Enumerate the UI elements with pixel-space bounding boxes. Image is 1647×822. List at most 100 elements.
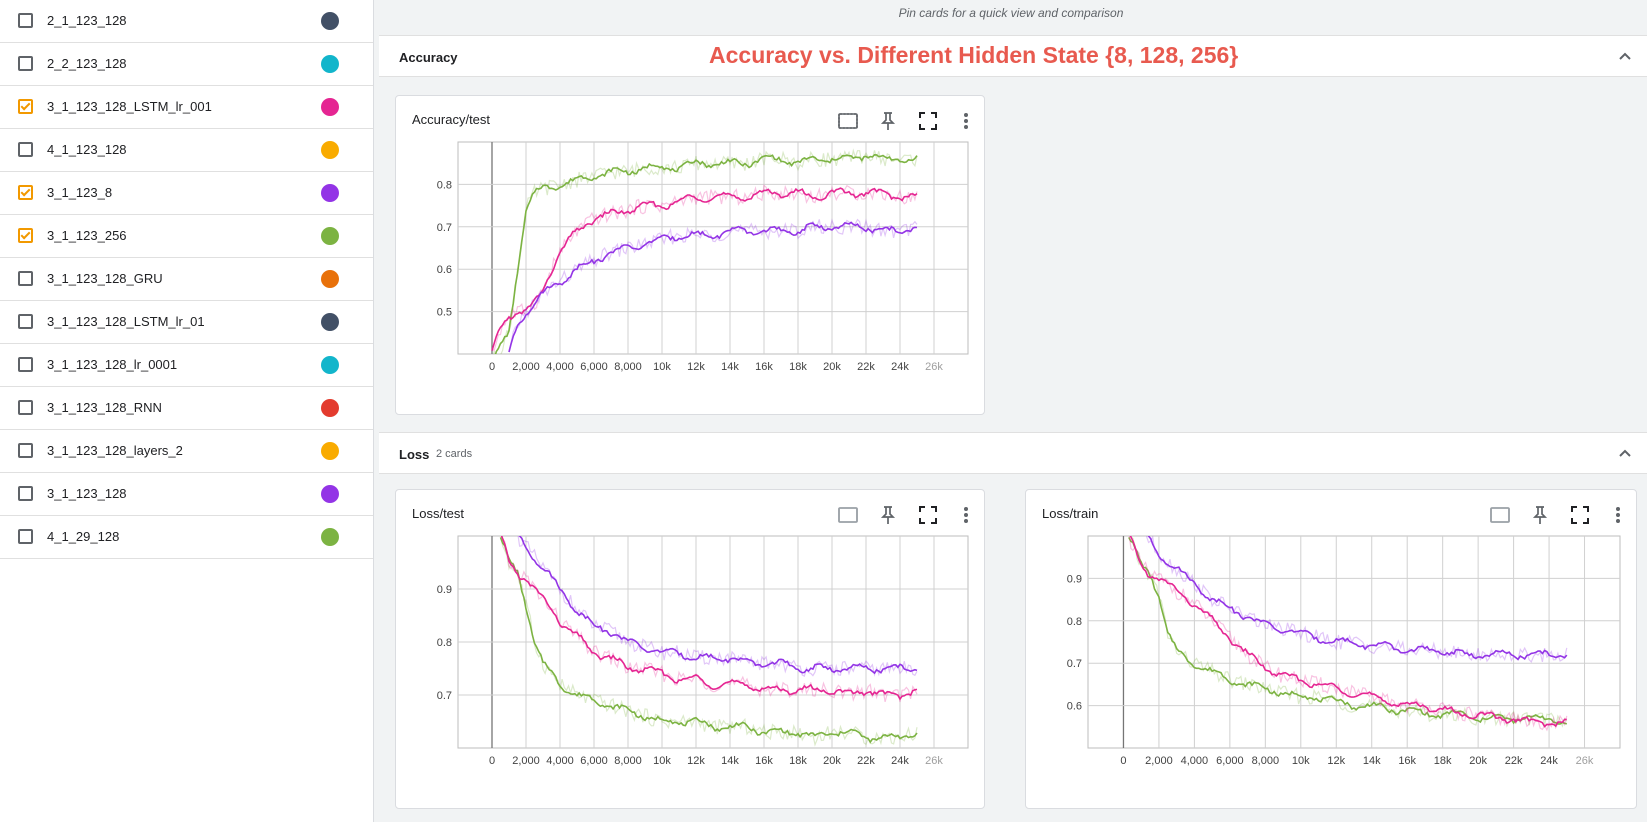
more-vert-button[interactable] xyxy=(1606,503,1630,527)
checkbox-unchecked[interactable] xyxy=(18,443,33,458)
y-tick-label: 0.9 xyxy=(437,584,452,596)
chart-card-loss-test: Loss/test 0 2,000 4,000 6,000 8,000 10k 12k 14k… xyxy=(395,489,985,809)
fit-domain-button[interactable] xyxy=(836,503,860,527)
run-row[interactable]: 3_1_123_128_LSTM_lr_001 xyxy=(0,86,373,129)
run-color-swatch[interactable] xyxy=(321,442,339,460)
x-tick-label: 14k xyxy=(721,361,739,373)
run-row[interactable]: 3_1_123_128_lr_0001 xyxy=(0,344,373,387)
series-line[interactable] xyxy=(492,153,918,364)
x-tick-label: 26k xyxy=(925,755,943,767)
run-color-swatch[interactable] xyxy=(321,55,339,73)
checkbox-unchecked[interactable] xyxy=(18,56,33,71)
run-label: 3_1_123_128 xyxy=(47,486,127,501)
x-tick-label: 14k xyxy=(1363,755,1381,767)
checkbox-unchecked[interactable] xyxy=(18,357,33,372)
checkbox-unchecked[interactable] xyxy=(18,142,33,157)
series-line[interactable] xyxy=(499,537,918,744)
plot-area[interactable] xyxy=(1087,535,1621,749)
x-tick-label: 12k xyxy=(1327,755,1345,767)
run-row[interactable]: 3_1_123_128_GRU xyxy=(0,258,373,301)
y-tick-label: 0.6 xyxy=(1067,701,1082,713)
run-color-swatch[interactable] xyxy=(321,313,339,331)
run-row[interactable]: 2_1_123_128 xyxy=(0,0,373,43)
pin-button[interactable] xyxy=(876,503,900,527)
run-color-swatch[interactable] xyxy=(321,485,339,503)
plot-area[interactable] xyxy=(457,141,969,355)
collapse-chevron-icon[interactable] xyxy=(1617,445,1633,461)
series-raw-line xyxy=(1145,536,1568,663)
pin-button[interactable] xyxy=(876,109,900,133)
fullscreen-button[interactable] xyxy=(1568,503,1592,527)
pin-button[interactable] xyxy=(1528,503,1552,527)
run-label: 3_1_123_128_LSTM_lr_001 xyxy=(47,99,212,114)
checkbox-unchecked[interactable] xyxy=(18,400,33,415)
run-label: 3_1_123_256 xyxy=(47,228,127,243)
series-raw-line xyxy=(508,218,918,351)
run-row[interactable]: 3_1_123_128_RNN xyxy=(0,387,373,430)
y-tick-label: 0.8 xyxy=(437,179,452,191)
run-color-swatch[interactable] xyxy=(321,98,339,116)
run-row[interactable]: 4_1_123_128 xyxy=(0,129,373,172)
run-row[interactable]: 3_1_123_128 xyxy=(0,473,373,516)
run-label: 4_1_29_128 xyxy=(47,529,120,544)
series-line[interactable] xyxy=(518,534,918,675)
accuracy-annotation: Accuracy vs. Different Hidden State {8, … xyxy=(709,42,1239,68)
run-row[interactable]: 4_1_29_128 xyxy=(0,516,373,559)
fit-domain-button[interactable] xyxy=(836,109,860,133)
group-header-accuracy[interactable]: Accuracy Accuracy vs. Different Hidden S… xyxy=(379,35,1647,77)
checkbox-checked[interactable] xyxy=(18,185,33,200)
fullscreen-button[interactable] xyxy=(916,503,940,527)
run-color-swatch[interactable] xyxy=(321,270,339,288)
run-color-swatch[interactable] xyxy=(321,399,339,417)
group-card-count: 2 cards xyxy=(436,448,473,460)
series-line[interactable] xyxy=(500,533,918,701)
group-title-accuracy: Accuracy xyxy=(399,50,458,65)
run-row[interactable]: 3_1_123_8 xyxy=(0,172,373,215)
checkbox-unchecked[interactable] xyxy=(18,314,33,329)
run-color-swatch[interactable] xyxy=(321,356,339,374)
run-color-swatch[interactable] xyxy=(321,227,339,245)
x-tick-label: 20k xyxy=(1469,755,1487,767)
y-tick-label: 0.7 xyxy=(437,222,452,234)
checkbox-checked[interactable] xyxy=(18,228,33,243)
x-tick-label: 12k xyxy=(687,755,705,767)
run-row[interactable]: 3_1_123_128_LSTM_lr_01 xyxy=(0,301,373,344)
fit-domain-button[interactable] xyxy=(1488,503,1512,527)
run-color-swatch[interactable] xyxy=(321,141,339,159)
group-header-loss[interactable]: Loss 2 cards xyxy=(379,432,1647,474)
x-tick-label: 2,000 xyxy=(1145,755,1173,767)
x-tick-label: 16k xyxy=(1398,755,1416,767)
fullscreen-button[interactable] xyxy=(916,109,940,133)
run-color-swatch[interactable] xyxy=(321,184,339,202)
more-vert-button[interactable] xyxy=(954,503,978,527)
run-row[interactable]: 3_1_123_128_layers_2 xyxy=(0,430,373,473)
run-row[interactable]: 3_1_123_256 xyxy=(0,215,373,258)
runs-sidebar: 2_1_123_128 2_2_123_128 3_1_123_128_LSTM_l… xyxy=(0,0,374,822)
checkbox-unchecked[interactable] xyxy=(18,13,33,28)
card-title: Loss/test xyxy=(412,506,465,521)
y-tick-label: 0.7 xyxy=(1067,658,1082,670)
main-panel: Pin cards for a quick view and compariso… xyxy=(375,0,1647,822)
fit-domain-icon xyxy=(838,507,858,523)
series-line[interactable] xyxy=(1129,533,1567,728)
checkbox-checked[interactable] xyxy=(18,99,33,114)
pin-icon xyxy=(880,112,896,130)
series-line[interactable] xyxy=(508,221,918,353)
run-color-swatch[interactable] xyxy=(321,528,339,546)
collapse-chevron-icon[interactable] xyxy=(1617,48,1633,64)
run-row[interactable]: 2_2_123_128 xyxy=(0,43,373,86)
y-tick-label: 0.8 xyxy=(1067,616,1082,628)
checkbox-unchecked[interactable] xyxy=(18,529,33,544)
check-icon xyxy=(20,229,31,240)
x-tick-label: 8,000 xyxy=(1252,755,1280,767)
x-tick-label: 22k xyxy=(1505,755,1523,767)
series-line[interactable] xyxy=(1147,534,1568,661)
checkbox-unchecked[interactable] xyxy=(18,271,33,286)
series-line[interactable] xyxy=(491,187,918,351)
check-icon xyxy=(20,186,31,197)
y-tick-label: 0.7 xyxy=(437,690,452,702)
card-title: Accuracy/test xyxy=(412,112,491,127)
run-color-swatch[interactable] xyxy=(321,12,339,30)
checkbox-unchecked[interactable] xyxy=(18,486,33,501)
more-vert-button[interactable] xyxy=(954,109,978,133)
